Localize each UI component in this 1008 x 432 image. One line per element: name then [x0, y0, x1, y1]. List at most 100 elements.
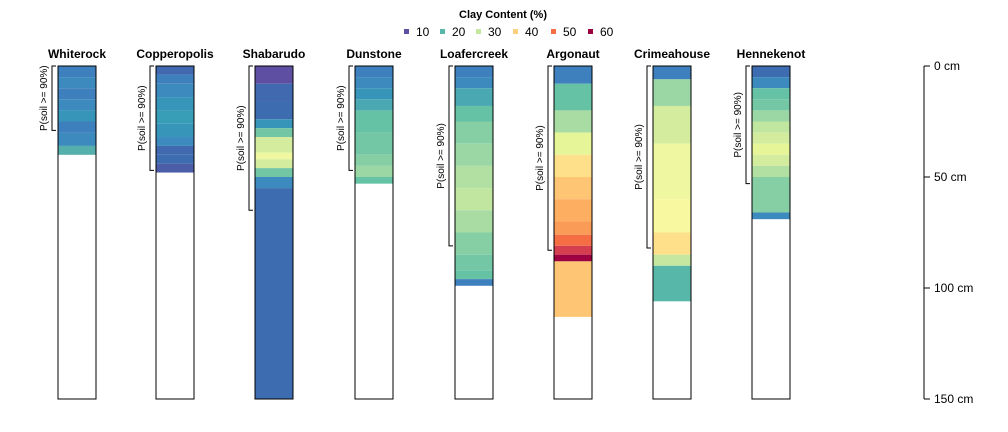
horizon: [752, 177, 790, 213]
horizon: [554, 254, 592, 262]
profile-outline: [155, 65, 195, 400]
bracket-label: P(soil >= 90%): [236, 105, 247, 171]
depth-tick-label: 0 cm: [934, 59, 960, 73]
horizon: [58, 99, 96, 111]
horizon: [653, 232, 691, 255]
horizon: [653, 66, 691, 80]
depth-tick-label: 100 cm: [934, 281, 973, 295]
horizon: [156, 145, 194, 155]
profile-name-argonaut: Argonaut: [546, 47, 599, 61]
horizon: [255, 101, 293, 120]
horizon: [156, 66, 194, 75]
profile-dunstone: Dunstone P(soil >= 90%): [336, 47, 402, 400]
probability-bracket: [547, 65, 552, 251]
legend: 10 20 30 40 50 60: [404, 25, 614, 39]
horizon: [455, 279, 493, 286]
horizon: [752, 165, 790, 177]
horizon: [255, 168, 293, 177]
depth-axis: 0 cm 50 cm 100 cm 150 cm: [923, 59, 973, 406]
bracket-label: P(soil >= 90%): [733, 92, 744, 158]
profile-hennekenot: Hennekenot P(soil >= 90%): [733, 47, 805, 400]
depth-tick-label: 50 cm: [934, 170, 967, 184]
horizon: [752, 212, 790, 220]
profile-crimeahouse: Crimeahouse P(soil >= 90%): [634, 47, 710, 400]
profile-outline: [751, 65, 791, 400]
horizon: [653, 143, 691, 200]
probability-bracket: [51, 65, 56, 131]
profile-outline: [652, 65, 692, 400]
profile-outline: [553, 65, 593, 400]
horizon: [455, 165, 493, 189]
horizon: [455, 270, 493, 280]
horizon: [455, 210, 493, 233]
horizon: [455, 254, 493, 271]
probability-bracket: [149, 65, 154, 171]
legend-swatch-30: [476, 29, 481, 34]
horizon: [554, 261, 592, 317]
profile-whiterock: Whiterock P(soil >= 90%): [39, 47, 106, 400]
probability-bracket: [248, 65, 253, 211]
horizon: [455, 188, 493, 211]
legend-label-50: 50: [563, 25, 577, 39]
profile-outline: [57, 65, 97, 400]
horizon: [58, 88, 96, 100]
horizon: [752, 143, 790, 155]
horizon: [156, 110, 194, 124]
legend-swatch-20: [440, 29, 445, 34]
horizon: [355, 77, 393, 89]
horizon: [355, 165, 393, 177]
profile-name-crimeahouse: Crimeahouse: [634, 47, 710, 61]
horizon: [554, 132, 592, 155]
profile-outline: [454, 65, 494, 400]
legend-title: Clay Content (%): [459, 9, 547, 21]
horizon: [554, 199, 592, 222]
horizon: [255, 152, 293, 160]
probability-bracket: [348, 65, 353, 171]
horizon: [156, 154, 194, 164]
horizon: [653, 199, 691, 233]
horizon: [156, 163, 194, 173]
profile-name-shabarudo: Shabarudo: [243, 47, 306, 61]
legend-swatch-50: [551, 29, 556, 34]
profile-name-dunstone: Dunstone: [346, 47, 402, 61]
horizon: [455, 143, 493, 166]
legend-swatch-40: [513, 29, 518, 34]
horizon: [455, 105, 493, 122]
horizon: [355, 177, 393, 184]
horizon: [255, 66, 293, 84]
horizon: [653, 254, 691, 266]
legend-label-20: 20: [452, 25, 466, 39]
bracket-label: P(soil >= 90%): [535, 125, 546, 191]
horizon: [255, 188, 293, 399]
horizon: [156, 137, 194, 146]
bracket-label: P(soil >= 90%): [436, 123, 447, 189]
profile-copperopolis: Copperopolis P(soil >= 90%): [136, 47, 214, 400]
horizon: [455, 88, 493, 106]
horizon: [752, 154, 790, 166]
profile-loafercreek: Loafercreek P(soil >= 90%): [436, 47, 508, 400]
horizon: [255, 119, 293, 129]
bracket-label: P(soil >= 90%): [634, 124, 645, 190]
horizon: [752, 132, 790, 144]
horizon: [554, 154, 592, 177]
horizon: [653, 79, 691, 106]
horizon: [58, 121, 96, 133]
horizon: [752, 99, 790, 111]
horizon: [554, 66, 592, 84]
legend-label-40: 40: [525, 25, 539, 39]
profile-outline: [254, 65, 294, 400]
horizon: [455, 232, 493, 255]
horizon: [752, 110, 790, 122]
horizon: [455, 66, 493, 78]
legend-swatch-10: [404, 29, 409, 34]
legend-swatch-60: [588, 29, 593, 34]
horizon: [355, 110, 393, 133]
horizon: [355, 132, 393, 155]
horizon: [355, 99, 393, 111]
horizon: [255, 177, 293, 189]
horizon: [58, 66, 96, 78]
horizon: [58, 110, 96, 122]
profile-argonaut: Argonaut P(soil >= 90%): [535, 47, 600, 400]
profile-shabarudo: Shabarudo P(soil >= 90%): [236, 47, 306, 400]
